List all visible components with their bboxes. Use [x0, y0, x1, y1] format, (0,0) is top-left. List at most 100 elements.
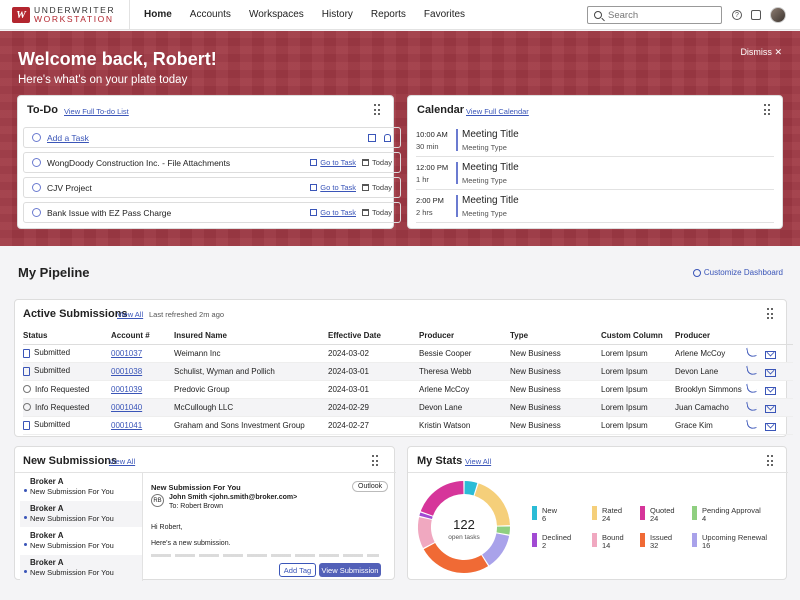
legend-swatch	[592, 533, 597, 547]
column-header[interactable]: Type	[510, 328, 601, 345]
add-tag-button[interactable]: Add Tag	[279, 563, 316, 577]
nav-item-reports[interactable]: Reports	[370, 9, 406, 20]
mail-icon[interactable]	[765, 404, 776, 413]
user-avatar[interactable]	[770, 7, 786, 23]
phone-icon[interactable]	[746, 418, 757, 430]
donut-slice[interactable]	[423, 542, 489, 573]
calendar-event[interactable]: 10:00 AM 30 min Meeting Title Meeting Type	[416, 124, 774, 157]
broker-submission-text: New Submission For You	[30, 568, 114, 577]
phone-icon[interactable]	[746, 364, 757, 376]
info-icon	[23, 385, 31, 394]
broker-submission-item[interactable]: Broker A New Submission For You	[20, 501, 142, 527]
table-cell: Lorem Ipsum	[601, 362, 675, 381]
donut-slice[interactable]	[482, 533, 510, 566]
phone-icon[interactable]	[746, 400, 757, 412]
calendar-event[interactable]: 2:00 PM 2 hrs Meeting Title Meeting Type	[416, 190, 774, 223]
due-date: Today	[361, 208, 392, 217]
legend-swatch	[592, 506, 597, 520]
todo-item[interactable]: CJV Project Go to Task Today	[23, 177, 401, 198]
task-checkbox-icon[interactable]	[32, 183, 41, 192]
calendar-event[interactable]: 12:00 PM 1 hr Meeting Title Meeting Type	[416, 157, 774, 190]
phone-icon[interactable]	[746, 346, 757, 358]
table-cell: New Business	[510, 362, 601, 381]
add-task-link[interactable]: Add a Task	[47, 132, 89, 143]
new-submissions-menu-icon[interactable]	[372, 455, 380, 467]
add-task-row[interactable]: Add a Task	[23, 127, 401, 148]
search-input[interactable]	[608, 9, 708, 21]
todo-item-label: CJV Project	[47, 182, 92, 193]
account-number-link[interactable]: 0001037	[111, 348, 143, 358]
donut-slice[interactable]	[419, 512, 433, 519]
task-checkbox-icon[interactable]	[32, 208, 41, 217]
account-number-link[interactable]: 0001040	[111, 402, 143, 412]
donut-slice[interactable]	[474, 483, 510, 526]
go-to-task-link[interactable]: Go to Task	[310, 208, 356, 217]
todo-item[interactable]: WongDoody Construction Inc. - File Attac…	[23, 152, 401, 173]
donut-slice[interactable]	[496, 526, 510, 535]
view-calendar-link[interactable]: View Full Calendar	[466, 107, 529, 116]
go-to-task-link[interactable]: Go to Task	[310, 158, 356, 167]
nav-item-history[interactable]: History	[321, 9, 353, 20]
event-time: 10:00 AM	[416, 130, 448, 139]
broker-name: Broker A	[30, 558, 64, 567]
column-header[interactable]: Effective Date	[328, 328, 419, 345]
go-to-task-link[interactable]: Go to Task	[310, 183, 356, 192]
donut-slice[interactable]	[418, 517, 435, 549]
close-icon: ✕	[774, 47, 782, 57]
mail-icon[interactable]	[765, 368, 776, 377]
help-icon[interactable]: ?	[732, 10, 742, 20]
view-all-stats-link[interactable]: View All	[465, 457, 492, 466]
todo-item[interactable]: Bank Issue with EZ Pass Charge Go to Task…	[23, 202, 401, 223]
nav-item-favorites[interactable]: Favorites	[423, 9, 466, 20]
event-type: Meeting Type	[462, 143, 507, 152]
nav-item-workspaces[interactable]: Workspaces	[248, 9, 304, 20]
view-all-new-submissions-link[interactable]: View All	[109, 457, 136, 466]
view-all-submissions-link[interactable]: View All	[117, 310, 144, 319]
app-logo[interactable]: W UNDERWRITER WORKSTATION	[0, 0, 130, 30]
broker-submission-item[interactable]: Broker A New Submission For You	[20, 528, 142, 554]
column-header[interactable]: Account #	[111, 328, 174, 345]
mail-icon[interactable]	[765, 350, 776, 359]
table-cell: New Business	[510, 380, 601, 399]
table-row[interactable]: Info Requested 0001040 McCullough LLC 2024-…	[23, 398, 793, 417]
dismiss-button[interactable]: Dismiss ✕	[740, 47, 782, 57]
account-number-link[interactable]: 0001039	[111, 384, 143, 394]
column-header[interactable]: Insured Name	[174, 328, 328, 345]
account-number-link[interactable]: 0001038	[111, 366, 143, 376]
broker-submission-item[interactable]: Broker A New Submission For You	[20, 555, 142, 581]
external-link-icon	[310, 209, 318, 216]
external-link-icon	[310, 159, 318, 166]
submissions-menu-icon[interactable]	[767, 308, 775, 320]
donut-slice[interactable]	[464, 481, 478, 496]
email-source-badge: Outlook	[352, 481, 389, 492]
calendar-menu-icon[interactable]	[764, 104, 772, 116]
mail-icon[interactable]	[765, 422, 776, 431]
column-header[interactable]: Producer	[675, 328, 747, 345]
email-greeting: Hi Robert,	[151, 524, 183, 531]
calendar-add-icon[interactable]	[368, 133, 376, 142]
search-box[interactable]	[587, 6, 722, 24]
nav-item-accounts[interactable]: Accounts	[189, 9, 231, 20]
todo-menu-icon[interactable]	[374, 104, 382, 116]
column-header[interactable]: Status	[23, 328, 111, 345]
column-header[interactable]: Custom Column	[601, 328, 675, 345]
table-row[interactable]: Submitted 0001041 Graham and Sons Investme…	[23, 416, 793, 435]
account-number-link[interactable]: 0001041	[111, 420, 143, 430]
broker-submission-item[interactable]: Broker A New Submission For You	[20, 474, 142, 500]
customize-dashboard-link[interactable]: Customize Dashboard	[692, 268, 783, 277]
task-checkbox-icon[interactable]	[32, 158, 41, 167]
mail-icon[interactable]	[765, 386, 776, 395]
phone-icon[interactable]	[746, 382, 757, 394]
nav-item-home[interactable]: Home	[144, 9, 172, 20]
donut-slice[interactable]	[420, 481, 464, 516]
bell-icon[interactable]	[384, 133, 391, 142]
column-header[interactable]: Producer	[419, 328, 510, 345]
table-row[interactable]: Submitted 0001037 Weimann Inc 2024-03-02 Bes…	[23, 344, 793, 363]
table-row[interactable]: Info Requested 0001039 Predovic Group 2024-…	[23, 380, 793, 399]
stats-menu-icon[interactable]	[767, 455, 775, 467]
status-text: Info Requested	[35, 402, 90, 412]
table-row[interactable]: Submitted 0001038 Schulist, Wyman and Poll…	[23, 362, 793, 381]
view-todo-list-link[interactable]: View Full To-do List	[64, 107, 129, 116]
view-submission-button[interactable]: View Submission	[319, 563, 381, 577]
inbox-icon[interactable]	[751, 10, 761, 20]
